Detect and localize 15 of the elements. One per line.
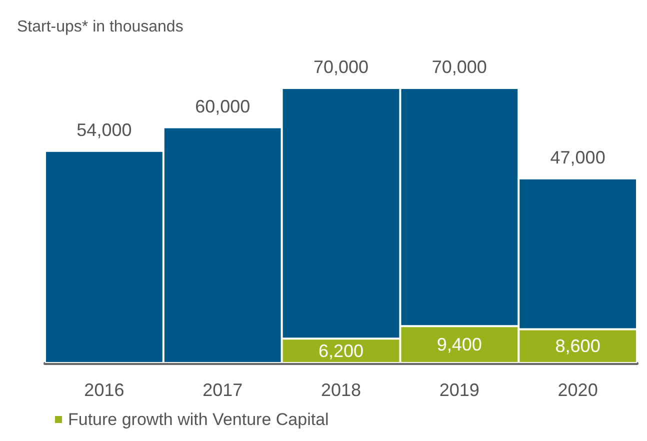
data-label: 6,200 [318, 340, 364, 361]
total-label: 47,000 [550, 147, 606, 168]
data-label: 8,600 [555, 336, 600, 356]
x-tick-label: 2019 [439, 380, 480, 400]
data-label: 9,400 [436, 334, 482, 355]
total-label: 60,000 [195, 96, 250, 116]
x-tick-label: 2020 [558, 380, 598, 400]
chart-title: Start-ups* in thousands [17, 18, 184, 36]
x-tick-label: 2017 [202, 380, 243, 400]
x-tick-label: 2018 [320, 380, 362, 400]
total-label: 70,000 [432, 57, 487, 77]
total-label: 70,000 [313, 57, 369, 77]
total-label: 54,000 [76, 120, 132, 140]
legend-label: Future growth with Venture Capital [68, 410, 329, 429]
x-tick-label: 2016 [84, 380, 124, 400]
